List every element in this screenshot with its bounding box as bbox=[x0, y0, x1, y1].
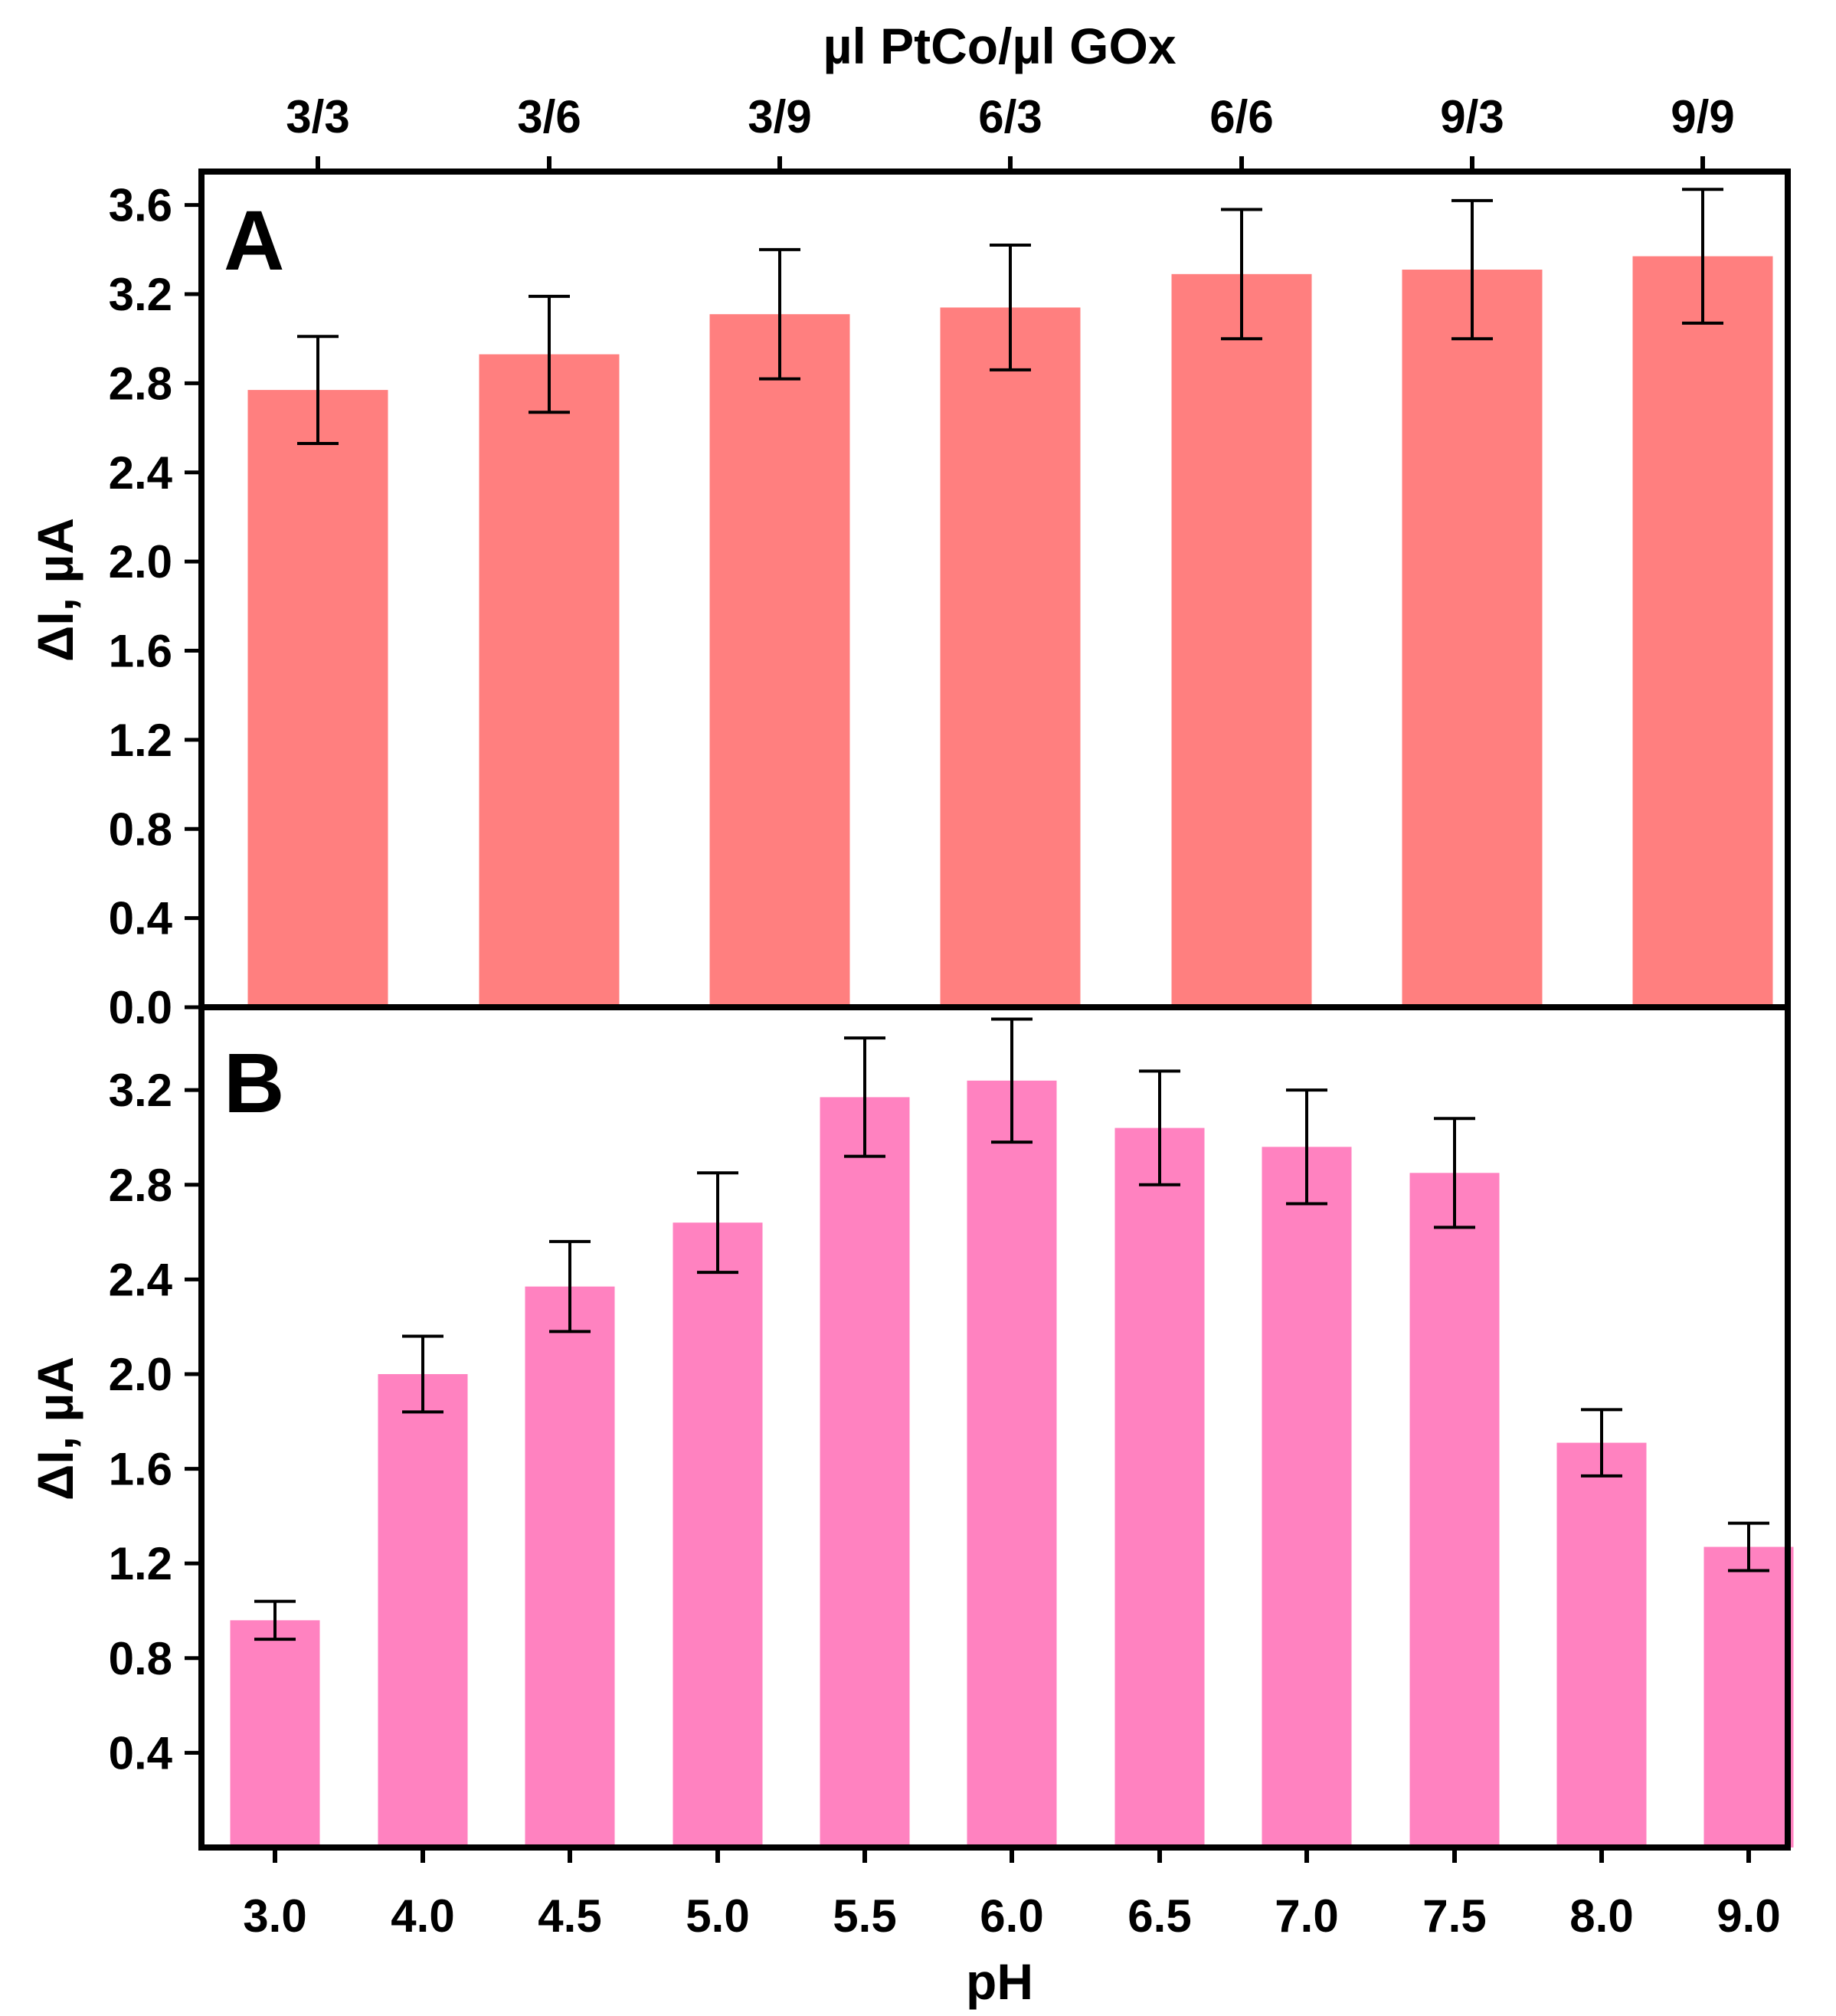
bar bbox=[1114, 1127, 1205, 1847]
x-top-tick-label: 9/3 bbox=[1440, 91, 1504, 142]
bar bbox=[230, 1620, 320, 1847]
bar bbox=[1262, 1147, 1352, 1847]
panel-b: 0.4 0.8 1.2 1.6 2.0 2.4 2.8 3.2 3.0 4.0 4.5 5.0 5.5 6… bbox=[27, 1017, 1794, 2010]
x-tick-label: 9.0 bbox=[1717, 1890, 1780, 1942]
bar bbox=[820, 1097, 910, 1847]
x-tick-label: 5.5 bbox=[833, 1890, 896, 1942]
bar bbox=[940, 307, 1081, 1007]
bar bbox=[709, 314, 850, 1007]
x-tick-label: 7.5 bbox=[1422, 1890, 1486, 1942]
bar bbox=[1402, 270, 1543, 1007]
y-tick-label: 0.4 bbox=[109, 1727, 173, 1779]
y-tick-label: 0.0 bbox=[109, 982, 172, 1033]
x-tick-label: 6.0 bbox=[980, 1890, 1043, 1942]
x-top-tick-label: 9/9 bbox=[1671, 91, 1734, 142]
bar bbox=[1703, 1546, 1794, 1847]
x-top-tick-label: 3/3 bbox=[286, 91, 349, 142]
top-axis-title: µl PtCo/µl GOx bbox=[823, 18, 1176, 74]
y-tick-label: 0.4 bbox=[109, 893, 173, 944]
bar bbox=[1556, 1442, 1647, 1847]
bar bbox=[673, 1222, 763, 1847]
x-tick-label: 4.0 bbox=[391, 1890, 454, 1942]
y-tick-label: 1.2 bbox=[109, 715, 172, 766]
axis-frames bbox=[198, 169, 1791, 1851]
bar bbox=[378, 1373, 468, 1847]
bar bbox=[479, 354, 620, 1008]
x-tick-label: 3.0 bbox=[243, 1890, 306, 1942]
x-top-tick-label: 3/6 bbox=[517, 91, 581, 142]
y-tick-label: 1.6 bbox=[109, 626, 172, 677]
bar bbox=[525, 1286, 615, 1847]
x-top-tick-label: 6/6 bbox=[1209, 91, 1273, 142]
panel-b-frame bbox=[198, 1004, 1791, 1851]
bar bbox=[1409, 1173, 1500, 1847]
x-top-tick-label: 6/3 bbox=[978, 91, 1042, 142]
x-top-tick-label: 3/9 bbox=[748, 91, 811, 142]
y-tick-label: 2.4 bbox=[109, 1254, 173, 1305]
panel-letter-a: A bbox=[224, 194, 284, 288]
bar bbox=[967, 1080, 1057, 1847]
y-tick-label: 3.2 bbox=[109, 1065, 172, 1116]
y-tick-label: 3.6 bbox=[109, 180, 172, 231]
y-tick-label: 2.8 bbox=[109, 358, 172, 409]
x-tick-label: 6.5 bbox=[1127, 1890, 1191, 1942]
y-tick-label: 1.2 bbox=[109, 1538, 172, 1589]
bar bbox=[247, 390, 388, 1008]
y-tick-label: 2.8 bbox=[109, 1160, 172, 1211]
y-tick-label: 0.8 bbox=[109, 803, 172, 855]
y-tick-label: 2.0 bbox=[109, 1349, 172, 1400]
x-tick-label: 5.0 bbox=[686, 1890, 749, 1942]
bar bbox=[1632, 256, 1773, 1007]
x-tick-label: 4.5 bbox=[538, 1890, 601, 1942]
x-axis-title: pH bbox=[966, 1953, 1033, 2010]
y-axis-title: ΔI, µA bbox=[27, 1357, 83, 1501]
y-axis-title: ΔI, µA bbox=[27, 518, 83, 662]
bar bbox=[1171, 273, 1312, 1007]
panel-a: 0.0 0.4 0.8 1.2 1.6 2.0 2.4 2.8 3.2 3.6 3/3 3/6 3/9 6… bbox=[27, 18, 1773, 1033]
x-tick-label: 8.0 bbox=[1569, 1890, 1633, 1942]
y-tick-label: 0.8 bbox=[109, 1633, 172, 1684]
y-tick-label: 1.6 bbox=[109, 1444, 172, 1495]
x-tick-label: 7.0 bbox=[1275, 1890, 1338, 1942]
y-tick-label: 3.2 bbox=[109, 269, 172, 320]
y-tick-label: 2.0 bbox=[109, 536, 172, 587]
y-tick-label: 2.4 bbox=[109, 447, 173, 499]
panel-letter-b: B bbox=[224, 1036, 284, 1131]
